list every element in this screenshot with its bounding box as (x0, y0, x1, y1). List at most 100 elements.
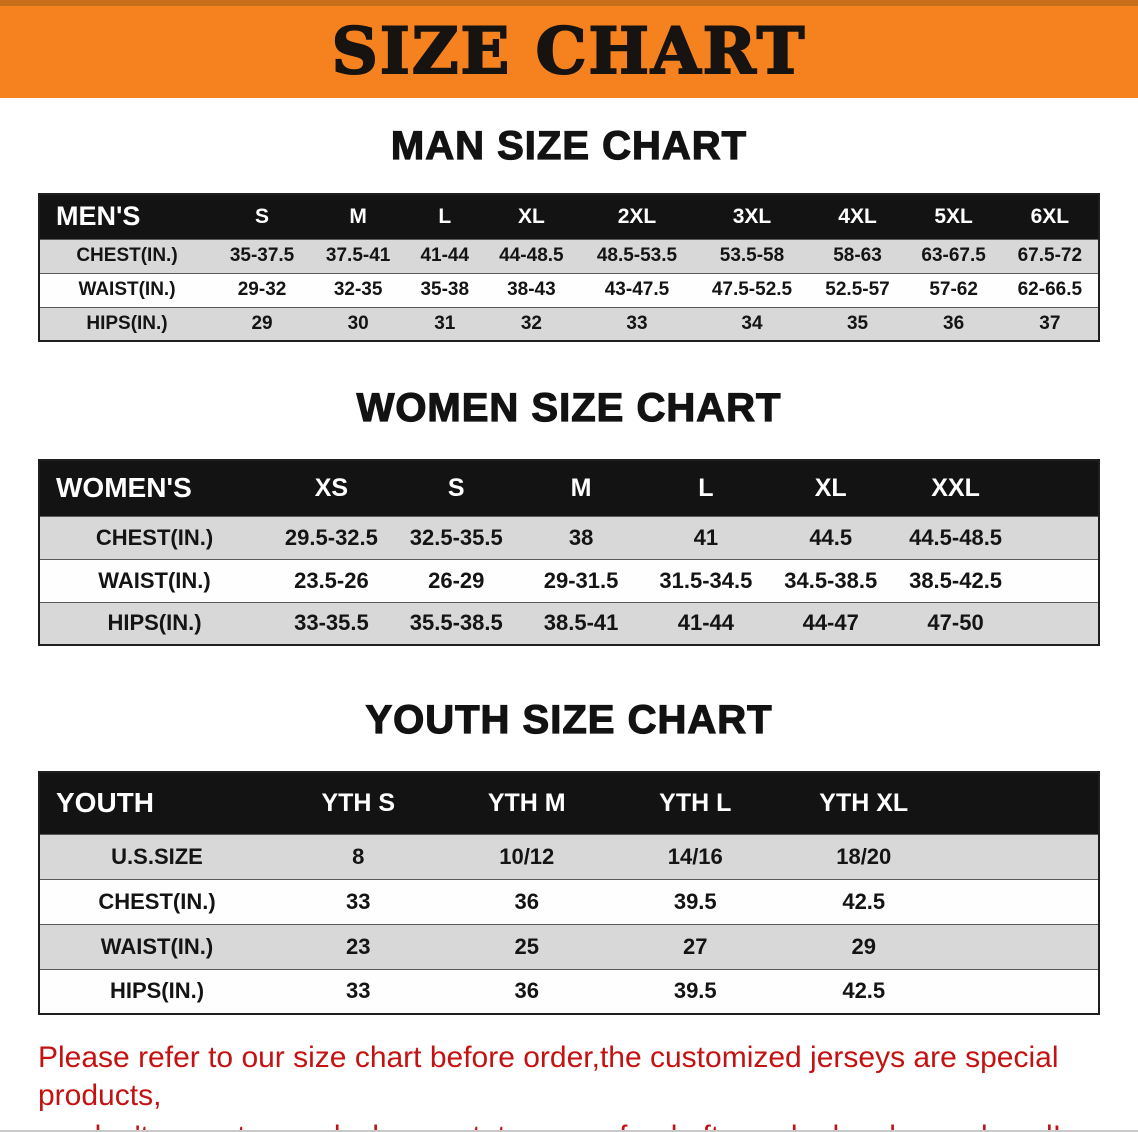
value-cell: 43-47.5 (579, 273, 695, 307)
womens-section-heading: WOMEN SIZE CHART (356, 385, 782, 430)
value-cell: 44-47 (768, 602, 894, 645)
header-row: WOMEN'S XS S M L XL XXL (39, 460, 1099, 516)
value-cell: 34 (694, 307, 810, 341)
value-cell: 26-29 (393, 559, 519, 602)
value-cell: 23 (274, 924, 443, 969)
value-cell: 8 (274, 834, 443, 879)
value-cell: 30 (310, 307, 407, 341)
value-cell: 36 (442, 969, 611, 1014)
page-title: SIZE CHART (331, 14, 807, 89)
size-header-cell: YTH S (274, 772, 443, 834)
value-cell: 44-48.5 (483, 239, 580, 273)
value-cell: 39.5 (611, 879, 780, 924)
value-cell: 35-38 (406, 273, 484, 307)
table-row: HIPS(IN.) 29 30 31 32 33 34 35 36 37 (39, 307, 1099, 341)
size-header-cell: 2XL (579, 194, 695, 239)
table-row: U.S.SIZE 8 10/12 14/16 18/20 (39, 834, 1099, 879)
value-cell: 41-44 (643, 602, 769, 645)
value-cell: 37 (1001, 307, 1099, 341)
disclaimer-line: Please refer to our size chart before or… (38, 1041, 1059, 1112)
youth-size-table: YOUTH YTH S YTH M YTH L YTH XL U.S.SIZE 8 10/12… (38, 771, 1100, 1015)
size-header-cell: YTH M (442, 772, 611, 834)
row-label-cell: CHEST(IN.) (39, 879, 274, 924)
value-cell: 63-67.5 (905, 239, 1002, 273)
size-header-cell: XXL (893, 460, 1018, 516)
size-header-cell: L (643, 460, 769, 516)
value-cell: 58-63 (809, 239, 906, 273)
size-header-cell: 5XL (905, 194, 1002, 239)
value-cell: 29 (214, 307, 311, 341)
youth-section-heading: YOUTH SIZE CHART (365, 697, 773, 742)
value-cell: 38.5-41 (518, 602, 644, 645)
banner: SIZE CHART (0, 0, 1138, 98)
size-header-cell: 6XL (1001, 194, 1099, 239)
disclaimer: Please refer to our size chart before or… (38, 1039, 1100, 1130)
value-cell: 27 (611, 924, 780, 969)
row-label-cell: HIPS(IN.) (39, 602, 269, 645)
size-header-cell: XL (768, 460, 894, 516)
value-cell: 44.5-48.5 (893, 516, 1018, 559)
youth-section: YOUTH SIZE CHART YOUTH YTH S YTH M YTH L YTH … (0, 697, 1138, 1015)
value-cell: 48.5-53.5 (579, 239, 695, 273)
value-cell: 47-50 (893, 602, 1018, 645)
table-row: WAIST(IN.) 29-32 32-35 35-38 38-43 43-47.5 47.… (39, 273, 1099, 307)
value-cell: 47.5-52.5 (694, 273, 810, 307)
value-cell: 23.5-26 (269, 559, 394, 602)
spacer-cell (948, 834, 1099, 879)
value-cell: 33 (274, 879, 443, 924)
value-cell: 42.5 (779, 969, 948, 1014)
row-label-cell: CHEST(IN.) (39, 239, 214, 273)
size-header-cell: S (214, 194, 311, 239)
value-cell: 31.5-34.5 (643, 559, 769, 602)
row-label-cell: WAIST(IN.) (39, 924, 274, 969)
value-cell: 35.5-38.5 (393, 602, 519, 645)
value-cell: 38 (518, 516, 644, 559)
table-title-cell: WOMEN'S (39, 460, 269, 516)
row-label-cell: WAIST(IN.) (39, 273, 214, 307)
size-header-cell: M (518, 460, 644, 516)
row-label-cell: HIPS(IN.) (39, 969, 274, 1014)
value-cell: 10/12 (442, 834, 611, 879)
value-cell: 52.5-57 (809, 273, 906, 307)
value-cell: 33-35.5 (269, 602, 394, 645)
value-cell: 25 (442, 924, 611, 969)
value-cell: 31 (406, 307, 484, 341)
size-header-cell: M (310, 194, 407, 239)
value-cell: 29.5-32.5 (269, 516, 394, 559)
spacer-cell (1018, 559, 1099, 602)
spacer-cell (1018, 516, 1099, 559)
row-label-cell: U.S.SIZE (39, 834, 274, 879)
table-row: HIPS(IN.) 33 36 39.5 42.5 (39, 969, 1099, 1014)
value-cell: 62-66.5 (1001, 273, 1099, 307)
value-cell: 41-44 (406, 239, 484, 273)
mens-size-table: MEN'S S M L XL 2XL 3XL 4XL 5XL 6XL CHEST(IN.) 35-37… (38, 193, 1100, 342)
value-cell: 34.5-38.5 (768, 559, 894, 602)
size-header-cell: YTH XL (779, 772, 948, 834)
table-row: WAIST(IN.) 23 25 27 29 (39, 924, 1099, 969)
mens-section-heading: MAN SIZE CHART (390, 123, 748, 168)
value-cell: 29-32 (214, 273, 311, 307)
sections: MAN SIZE CHART MEN'S S M L XL 2XL 3XL 4XL 5XL 6XL C… (0, 123, 1138, 1015)
spacer-cell (948, 772, 1099, 834)
value-cell: 32.5-35.5 (393, 516, 519, 559)
value-cell: 44.5 (768, 516, 894, 559)
value-cell: 18/20 (779, 834, 948, 879)
size-header-cell: S (393, 460, 519, 516)
value-cell: 32-35 (310, 273, 407, 307)
row-label-cell: WAIST(IN.) (39, 559, 269, 602)
table-title-cell: YOUTH (39, 772, 274, 834)
value-cell: 29-31.5 (518, 559, 644, 602)
table-row: HIPS(IN.) 33-35.5 35.5-38.5 38.5-41 41-44 44-… (39, 602, 1099, 645)
spacer-cell (948, 879, 1099, 924)
value-cell: 32 (483, 307, 580, 341)
womens-section: WOMEN SIZE CHART WOMEN'S XS S M L XL XXL CHEST(I… (0, 385, 1138, 646)
spacer-cell (1018, 602, 1099, 645)
value-cell: 35-37.5 (214, 239, 311, 273)
header-row: MEN'S S M L XL 2XL 3XL 4XL 5XL 6XL (39, 194, 1099, 239)
value-cell: 35 (809, 307, 906, 341)
value-cell: 38-43 (483, 273, 580, 307)
value-cell: 42.5 (779, 879, 948, 924)
value-cell: 53.5-58 (694, 239, 810, 273)
table-title-cell: MEN'S (39, 194, 214, 239)
